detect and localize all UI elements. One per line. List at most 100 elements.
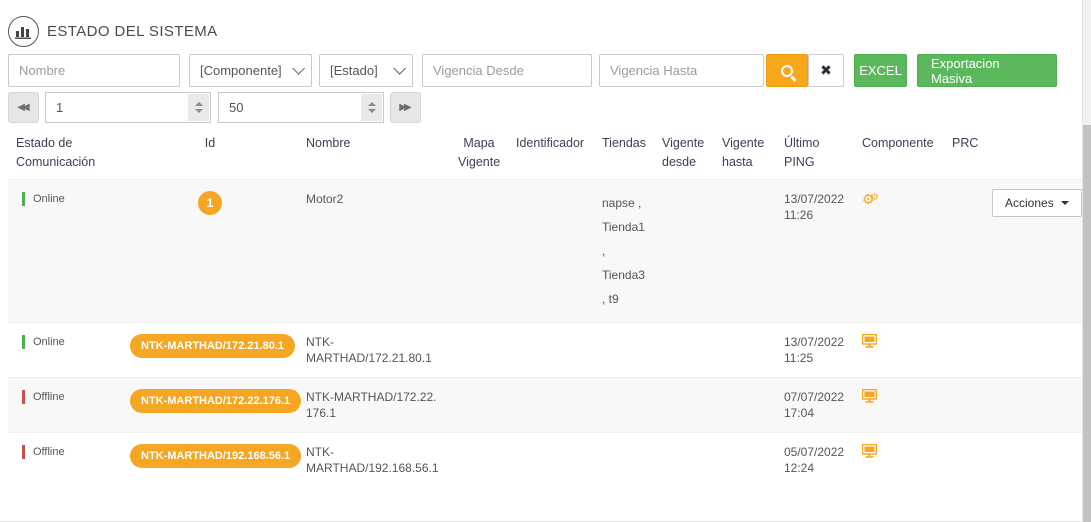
scrollbar-thumb[interactable] (1083, 125, 1091, 522)
spinner-control[interactable] (361, 94, 382, 121)
col-id: Id (204, 136, 216, 150)
exportacion-masiva-label: Exportacion Masiva (931, 55, 1000, 86)
spinner-up-icon[interactable] (194, 102, 203, 106)
col-tiendas: Tiendas (602, 136, 647, 150)
pager-last-button[interactable]: ▶▶ (390, 92, 421, 123)
excel-button[interactable]: EXCEL (854, 54, 907, 87)
caret-down-icon (1060, 200, 1069, 205)
nombre-cell: Motor2 (298, 178, 450, 323)
vigente-desde-cell (654, 178, 714, 323)
col-acciones (980, 130, 1091, 179)
acciones-cell (980, 321, 1091, 378)
status-badge: Offline (16, 444, 114, 460)
bar-chart-icon (8, 15, 39, 47)
vigente-desde-cell (654, 321, 714, 378)
cogs-icon: ⚙⚙ (862, 190, 879, 207)
vigencia-desde-input[interactable] (422, 54, 592, 87)
identificador-cell (508, 178, 594, 323)
id-badge: NTK-MARTHAD/192.168.56.1 (130, 443, 302, 468)
vigente-desde-cell (654, 376, 714, 433)
status-label: Online (33, 335, 65, 348)
acciones-button-label: Acciones (1005, 195, 1054, 210)
system-status-table: Estado de Comunicación Id Nombre Mapa Vi… (8, 130, 1091, 487)
table-row: Offline NTK-MARTHAD/172.22.176.1 NTK-MAR… (8, 376, 1091, 433)
exportacion-masiva-button[interactable]: Exportacion Masiva (917, 54, 1057, 87)
tiendas-cell (594, 431, 654, 487)
acciones-cell (980, 376, 1091, 433)
col-mapa-vigente: Mapa Vigente (458, 136, 501, 170)
ultimo-ping-cell: 13/07/2022 11:25 (776, 321, 854, 378)
nombre-cell: NTK- MARTHAD/172.21.80.1 (298, 321, 450, 378)
tiendas-cell: napse , Tienda1 , Tienda3 , t9 (594, 178, 654, 323)
excel-button-label: EXCEL (859, 63, 902, 78)
col-componente: Componente (862, 136, 934, 150)
tiendas-cell (594, 376, 654, 433)
componente-select-value: [Componente] (200, 63, 282, 78)
prc-cell (944, 431, 980, 487)
estado-select-value: [Estado] (330, 63, 378, 78)
col-vigente-desde: Vigente desde (662, 136, 705, 170)
page-title: ESTADO DEL SISTEMA (47, 22, 218, 40)
spinner-up-icon[interactable] (367, 102, 376, 106)
ultimo-ping-cell: 05/07/2022 12:24 (776, 431, 854, 487)
spinner-down-icon[interactable] (367, 109, 376, 113)
table-header-row: Estado de Comunicación Id Nombre Mapa Vi… (8, 130, 1091, 179)
acciones-button[interactable]: Acciones (992, 188, 1082, 217)
nombre-cell: NTK-MARTHAD/172.22. 176.1 (298, 376, 450, 433)
close-icon: ✖ (820, 62, 832, 78)
prc-cell (944, 321, 980, 378)
tiendas-cell (594, 321, 654, 378)
vigencia-hasta-input[interactable] (599, 54, 764, 87)
status-online-bar (22, 334, 25, 349)
table-row: Online 1 Motor2 napse , Tienda1 , Tienda… (8, 178, 1091, 323)
vigente-hasta-cell (714, 178, 776, 323)
search-icon (781, 64, 793, 77)
identificador-cell (508, 431, 594, 487)
id-badge: 1 (198, 190, 222, 215)
prc-cell (944, 178, 980, 323)
col-vigente-hasta: Vigente hasta (722, 136, 765, 170)
mapa-vigente-cell (450, 431, 508, 487)
page-number-input[interactable] (45, 92, 211, 123)
clear-filters-button[interactable]: ✖ (808, 54, 844, 87)
status-badge: Offline (16, 389, 114, 405)
status-online-bar (22, 191, 25, 206)
status-badge: Online (16, 191, 114, 207)
page-size-field (218, 92, 384, 123)
double-chevron-right-icon: ▶▶ (399, 102, 412, 113)
componente-select[interactable]: [Componente] (189, 54, 312, 87)
col-estado-comunicacion: Estado de Comunicación (16, 136, 96, 170)
prc-cell (944, 376, 980, 433)
col-ultimo-ping: Último PING (784, 136, 820, 170)
status-label: Offline (33, 390, 65, 403)
page-header: ESTADO DEL SISTEMA (8, 14, 1081, 48)
col-identificador: Identificador (516, 136, 585, 150)
chevron-down-icon (393, 62, 406, 75)
id-badge: NTK-MARTHAD/172.22.176.1 (130, 388, 302, 413)
spinner-control[interactable] (188, 94, 209, 121)
vigente-hasta-cell (714, 431, 776, 487)
monitor-icon (861, 333, 878, 348)
spinner-down-icon[interactable] (194, 109, 203, 113)
id-badge: NTK-MARTHAD/172.21.80.1 (130, 333, 296, 358)
vertical-scrollbar[interactable] (1082, 0, 1091, 522)
estado-select[interactable]: [Estado] (319, 54, 413, 87)
status-offline-bar (22, 389, 25, 404)
page-number-field (45, 92, 211, 123)
chevron-down-icon (292, 62, 305, 75)
search-button[interactable] (766, 54, 808, 87)
vigente-desde-cell (654, 431, 714, 487)
table-row: Online NTK-MARTHAD/172.21.80.1 NTK- MART… (8, 321, 1091, 378)
col-nombre: Nombre (306, 136, 351, 150)
ultimo-ping-cell: 07/07/2022 17:04 (776, 376, 854, 433)
pager-first-button[interactable]: ◀◀ (8, 92, 39, 123)
nombre-cell: NTK- MARTHAD/192.168.56.1 (298, 431, 450, 487)
monitor-icon (861, 443, 878, 458)
nombre-input[interactable] (8, 54, 180, 87)
table-row: Offline NTK-MARTHAD/192.168.56.1 NTK- MA… (8, 431, 1091, 487)
mapa-vigente-cell (450, 376, 508, 433)
filter-bar: [Componente] [Estado] ✖ EXCEL Exportacio… (8, 54, 1081, 87)
vigente-hasta-cell (714, 376, 776, 433)
page-size-input[interactable] (218, 92, 384, 123)
col-prc: PRC (952, 136, 979, 150)
